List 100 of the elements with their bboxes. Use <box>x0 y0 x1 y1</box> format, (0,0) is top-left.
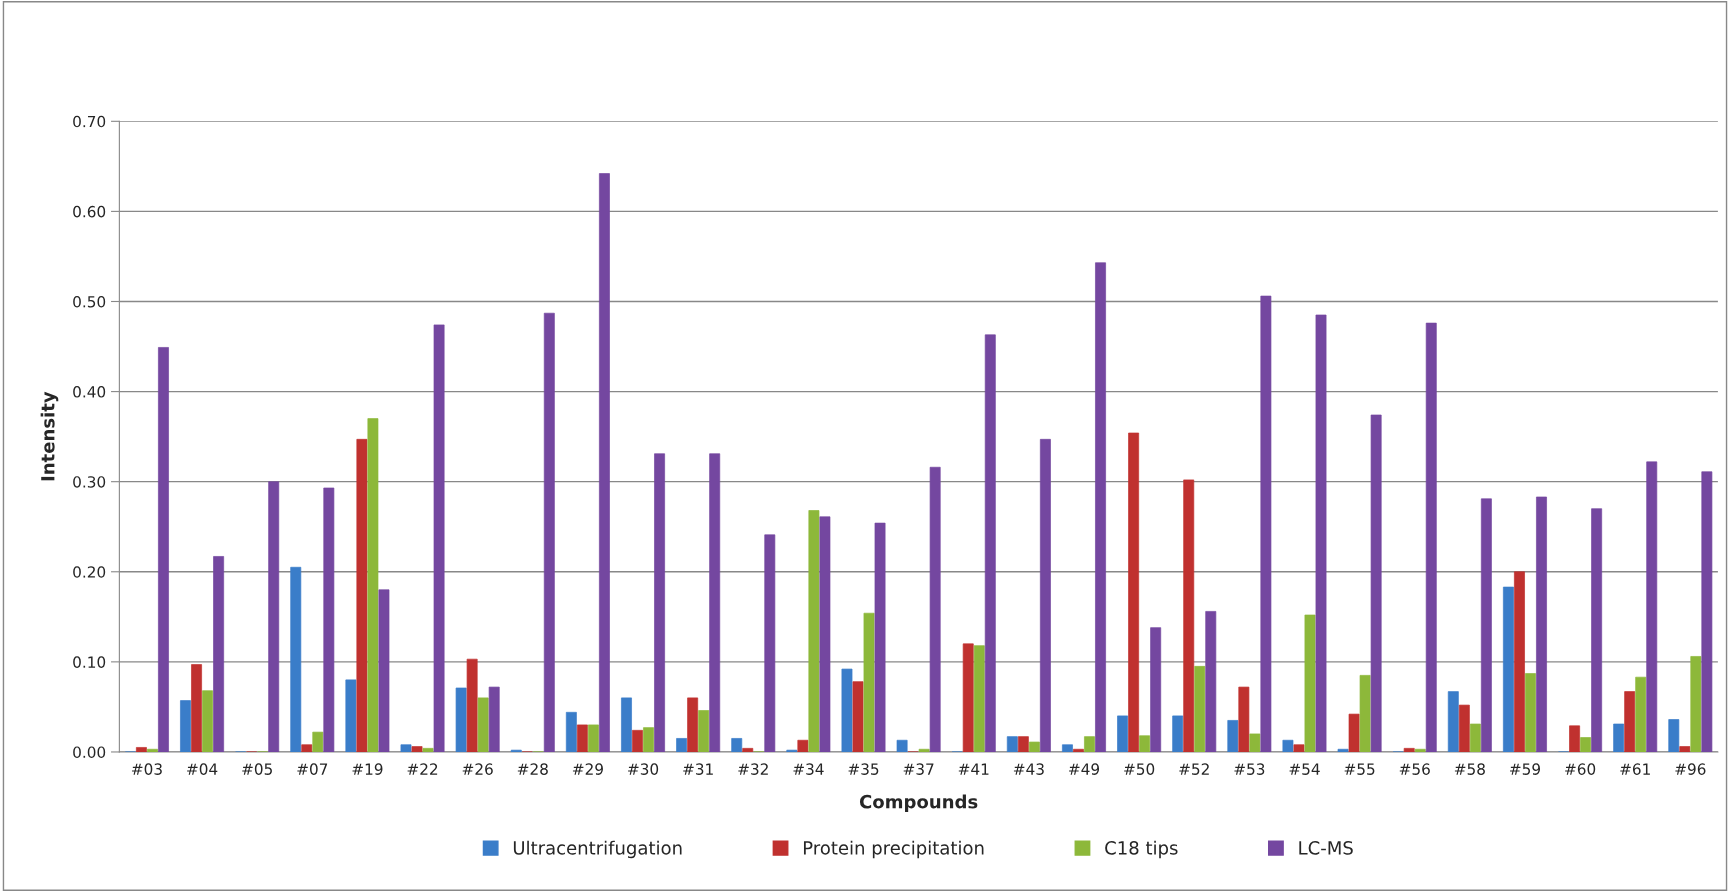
bar <box>676 738 688 752</box>
bar <box>1095 262 1106 752</box>
bar <box>1028 741 1040 752</box>
bar <box>1414 748 1426 752</box>
y-tick-label: 0.00 <box>73 746 106 758</box>
bar <box>599 173 610 752</box>
bar <box>1194 666 1206 752</box>
bar <box>1260 295 1272 752</box>
bar <box>764 534 776 752</box>
x-tick-label: #30 <box>628 763 659 775</box>
x-tick-label: #56 <box>1399 763 1430 775</box>
bar <box>1525 673 1536 752</box>
bar <box>565 711 577 752</box>
x-tick-label: #04 <box>187 763 218 775</box>
bar <box>709 453 721 752</box>
bar <box>797 739 809 752</box>
bar <box>312 731 324 752</box>
y-tick-label: 0.50 <box>73 295 106 308</box>
bar <box>1337 748 1349 752</box>
x-tick-label: #22 <box>407 763 438 775</box>
bar <box>896 739 908 752</box>
bar <box>973 645 985 752</box>
x-tick-label: #59 <box>1510 763 1541 775</box>
y-tick-label: 0.40 <box>73 386 106 398</box>
bar <box>1227 720 1239 752</box>
bar <box>158 347 169 752</box>
bar <box>1006 736 1018 752</box>
bar <box>323 487 335 752</box>
y-axis-title: Intensity <box>40 391 59 481</box>
bar <box>136 747 147 752</box>
bar <box>587 724 599 752</box>
bar <box>819 516 831 752</box>
y-tick-label: 0.60 <box>73 205 106 218</box>
bar <box>1304 614 1316 752</box>
bar <box>147 748 158 752</box>
bar <box>1480 498 1492 752</box>
bar <box>191 664 202 752</box>
bar <box>400 744 412 752</box>
x-tick-label: #31 <box>683 763 713 775</box>
bar <box>213 556 225 752</box>
bar <box>1403 748 1415 752</box>
bar <box>1117 715 1128 752</box>
x-tick-label: #37 <box>903 763 934 775</box>
bar <box>488 686 500 752</box>
bar <box>543 312 555 752</box>
bar <box>1624 691 1636 752</box>
x-tick-label: #34 <box>793 763 824 775</box>
bar <box>984 334 996 752</box>
bar <box>345 679 357 752</box>
bar <box>422 748 434 752</box>
x-tick-label: #29 <box>572 763 603 775</box>
bar <box>1425 322 1437 752</box>
bar <box>466 658 478 752</box>
bar <box>863 612 875 752</box>
x-tick-label: #35 <box>848 763 879 775</box>
x-tick-label: #60 <box>1565 763 1596 775</box>
bar <box>455 687 467 752</box>
bar <box>1293 744 1305 752</box>
bar <box>1205 611 1217 752</box>
bar <box>411 746 423 752</box>
bar <box>698 710 710 752</box>
bar <box>1690 656 1702 752</box>
bar <box>1348 713 1360 752</box>
bar <box>1701 471 1713 752</box>
x-tick-label: #32 <box>738 763 768 775</box>
bar <box>852 681 864 752</box>
bar <box>1282 739 1294 752</box>
x-tick-label: #50 <box>1124 763 1155 775</box>
bar <box>576 724 588 752</box>
y-tick-label: 0.10 <box>73 656 106 668</box>
legend-label: LC-MS <box>1299 841 1353 855</box>
bar <box>1073 748 1084 752</box>
x-axis-title: Compounds <box>859 794 978 812</box>
bar <box>1150 627 1162 752</box>
bar <box>1447 691 1459 752</box>
bar <box>1062 744 1073 752</box>
bar <box>1469 723 1481 752</box>
x-tick-label: #52 <box>1179 763 1209 775</box>
bar <box>643 727 654 752</box>
bar <box>1569 725 1580 752</box>
bar <box>1238 686 1250 752</box>
x-tick-label: #05 <box>242 763 272 775</box>
bar <box>1458 704 1470 752</box>
legend-label: Protein precipitation <box>803 840 984 859</box>
bar <box>1084 736 1095 752</box>
bar <box>742 748 754 752</box>
bar <box>1580 737 1592 752</box>
x-tick-label: #19 <box>352 763 383 775</box>
y-tick-label: 0.70 <box>73 115 106 128</box>
bar <box>356 438 368 752</box>
bar <box>1646 461 1658 752</box>
legend-label: C18 tips <box>1105 840 1178 859</box>
legend-label: Ultracentrifugation <box>513 840 682 859</box>
bar <box>378 589 390 752</box>
bar <box>1514 571 1525 752</box>
x-tick-label: #61 <box>1620 763 1650 775</box>
bar <box>367 418 379 752</box>
bar <box>621 697 632 752</box>
bar <box>731 738 743 752</box>
bar <box>929 466 941 752</box>
